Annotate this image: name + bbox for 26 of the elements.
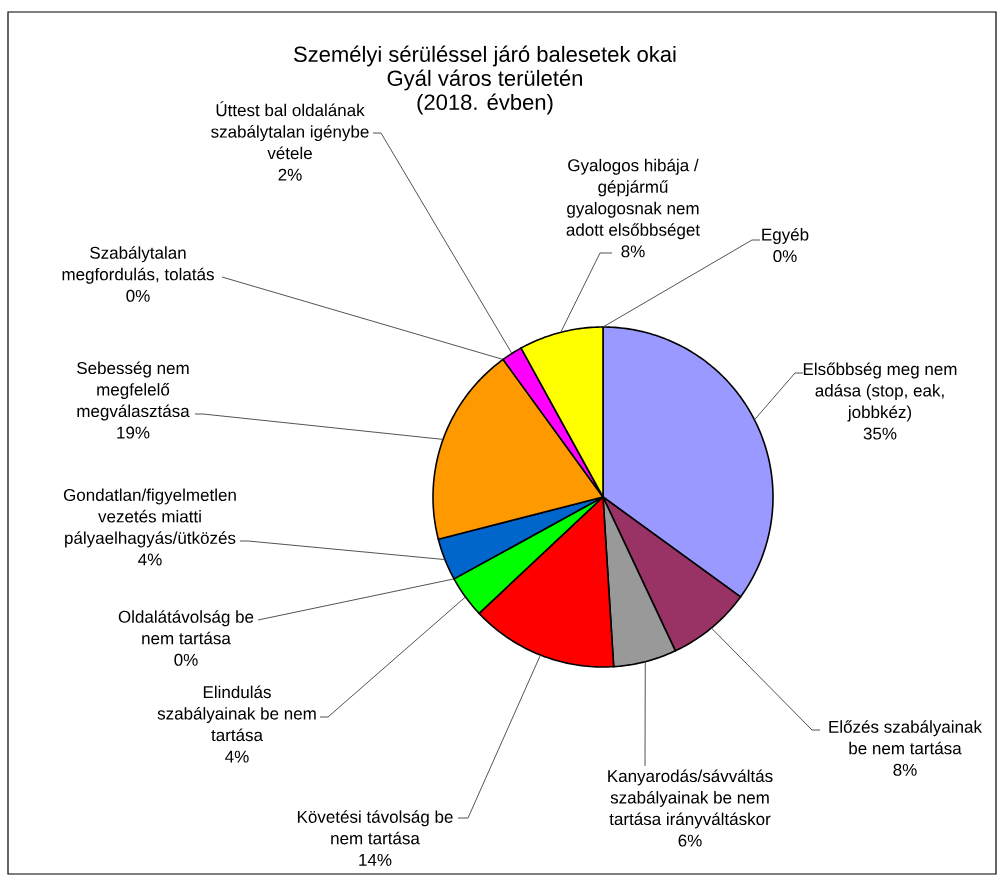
slice-label: Úttest bal oldalának szabálytalan igénybe vétele <box>211 101 369 160</box>
slice-label: Előzés szabályainak be nem tartása <box>829 720 982 755</box>
slice-label: Elindulás szabályainak be nem tartása <box>157 685 316 742</box>
data-label: 19% <box>117 426 150 439</box>
category-label: Oldalátávolság be nem tartása <box>118 610 254 645</box>
chart-subtitle: (2018. évben) <box>417 93 553 115</box>
slice-label: Követési távolság be nem tartása <box>297 810 453 845</box>
slice-label: Elsőbbség meg nem adása (stop, eak, jobbkéz) <box>803 362 957 422</box>
category-label: Egyéb <box>762 227 809 244</box>
category-label: Szabálytalan megfordulás, tolatás <box>62 246 214 284</box>
text: 0% <box>174 653 198 666</box>
data-label: 8% <box>621 245 645 258</box>
slice-label: Sebesség nem megfelelő megválasztása <box>77 361 190 421</box>
data-label: 8% <box>893 763 917 776</box>
data-label: 4% <box>138 553 162 566</box>
slice-label: Gyalogos hibája / gépjármű gyalogosnak nem adott elsőbbséget <box>566 158 700 240</box>
text: 0% <box>773 250 797 263</box>
data-label: 4% <box>225 750 249 763</box>
slice-label: Gondatlan/figyelmetlen vezetés miatti pályaelhagyás/ütközés <box>63 488 236 548</box>
chart-title: Személyi sérüléssel járó balesetek okai Gyál város területén <box>294 45 676 91</box>
data-label: 35% <box>863 427 897 440</box>
slice-label: Kanyarodás/sávváltás szabályainak be nem tartása irányváltáskor <box>608 769 773 829</box>
text: 0% <box>126 289 150 302</box>
data-label: 2% <box>278 168 302 181</box>
data-label: 6% <box>678 834 702 847</box>
data-label: 14% <box>359 853 392 866</box>
